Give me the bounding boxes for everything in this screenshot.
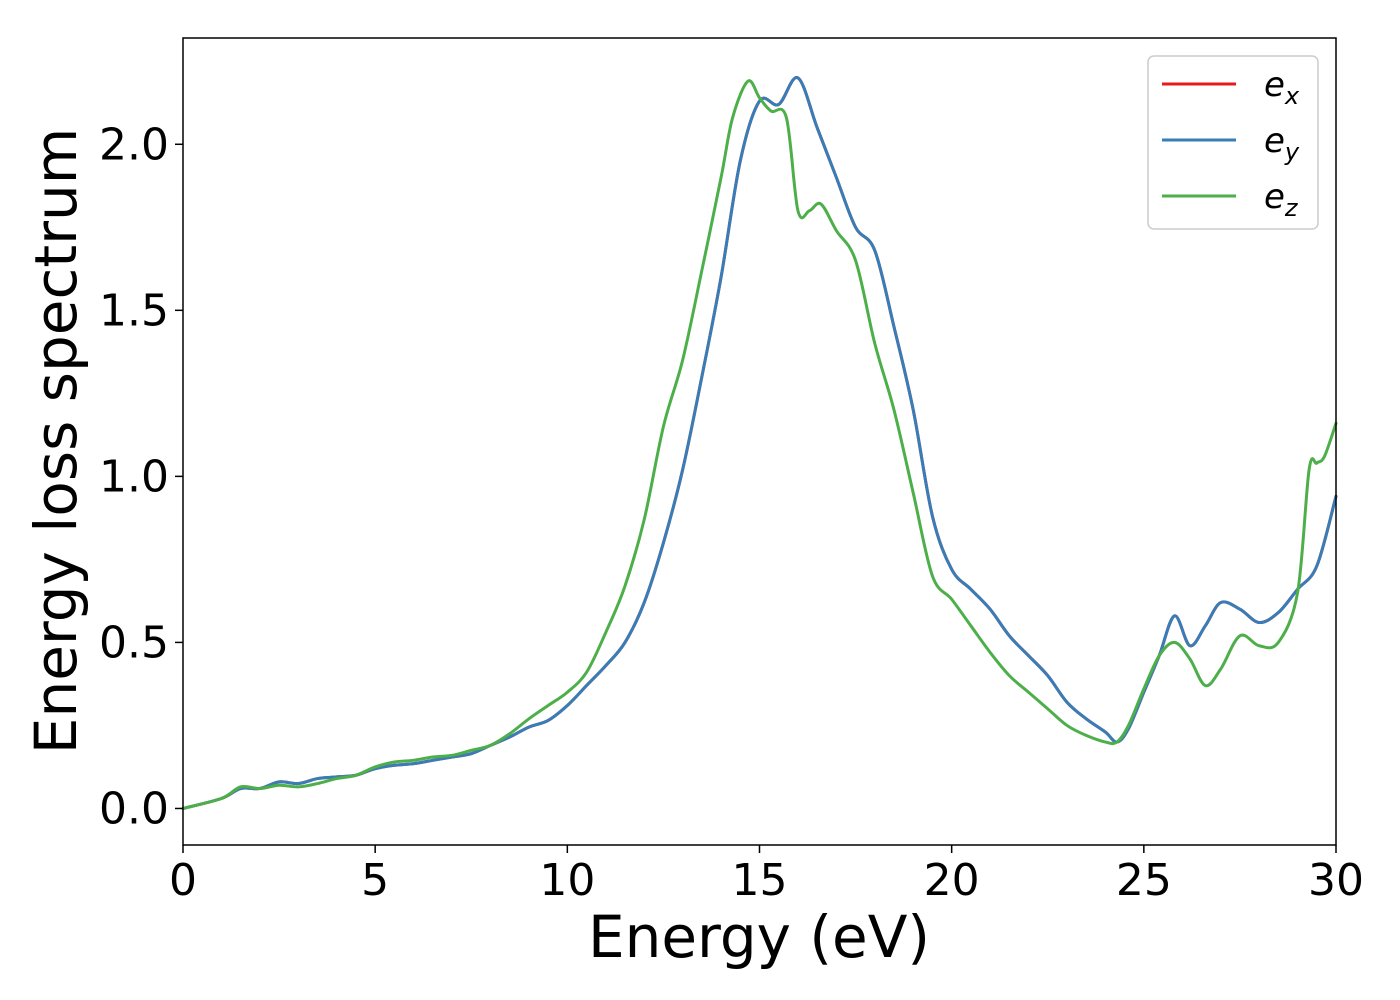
x-tick-label: 10 <box>539 855 595 906</box>
x-tick-label: 15 <box>732 855 788 906</box>
series-layer <box>181 76 1338 810</box>
legend-label-z: ez <box>1264 177 1299 222</box>
legend-label-y: ey <box>1264 121 1300 166</box>
x-tick-label: 5 <box>361 855 389 906</box>
series-line-z <box>181 79 1338 810</box>
x-axis-label: Energy (eV) <box>588 903 930 971</box>
y-tick-label: 2.0 <box>99 119 169 170</box>
y-axis-label: Energy loss spectrum <box>22 128 90 754</box>
y-axis: 0.0 0.5 1.0 1.5 2.0 <box>99 119 183 834</box>
y-tick-label: 0.5 <box>99 617 169 668</box>
y-tick-label: 0.0 <box>99 783 169 834</box>
x-tick-label: 0 <box>169 855 197 906</box>
legend-label-x: ex <box>1264 65 1300 110</box>
x-tick-label: 30 <box>1308 855 1364 906</box>
x-tick-label: 20 <box>924 855 980 906</box>
legend: ex ey ez <box>1147 55 1319 230</box>
legend-frame <box>1147 55 1319 230</box>
y-tick-label: 1.0 <box>99 451 169 502</box>
y-tick-label: 1.5 <box>99 285 169 336</box>
x-tick-label: 25 <box>1116 855 1172 906</box>
x-axis: 0 5 10 15 20 25 30 <box>169 845 1364 906</box>
